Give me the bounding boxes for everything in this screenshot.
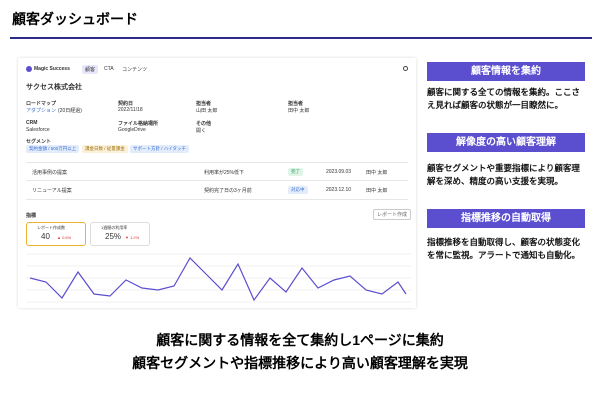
feature-text: 顧客に関する全ての情報を集約。ここさえ見れば顧客の状態が一目瞭然に。	[427, 87, 581, 110]
field-value[interactable]: 開く	[196, 128, 207, 134]
task-name: 活用事例の提案	[32, 170, 68, 176]
task-status: 対応中	[288, 186, 308, 194]
app-name: Magic Success	[34, 66, 70, 72]
feature-text: 顧客セグメントや重要指標により顧客理解を深め、精度の高い支援を実現。	[427, 163, 580, 186]
footer-line: 顧客に関する情報を全て集約し1ページに集約	[156, 332, 444, 348]
field-label: ロードマップ	[26, 101, 57, 107]
field-label: その他	[196, 121, 212, 127]
divider	[10, 37, 592, 39]
field-label: 担当者	[196, 101, 212, 107]
feature-title: 指標推移の自動取得	[427, 209, 585, 228]
metrics-title: 指標	[26, 213, 37, 219]
task-status: 完了	[288, 168, 303, 176]
nav-item[interactable]: 顧客	[82, 65, 99, 74]
field-value[interactable]: Salesforce	[26, 127, 50, 133]
trend-chart	[26, 253, 411, 303]
field-label: 契約日	[118, 101, 134, 107]
feature-text: 指標推移を自動取得し、顧客の状態変化を常に監視。アラートで通知も自動化。	[427, 237, 581, 260]
footer-line: 顧客セグメントや指標推移により高い顧客理解を実現	[132, 355, 468, 371]
task-owner: 田中 太郎	[366, 188, 388, 194]
segment-tag: サポート方針 / ハイタッチ	[130, 145, 189, 153]
metric-value: 40	[41, 232, 50, 241]
nav-item[interactable]: コンテンツ	[122, 67, 148, 73]
task-owner: 田中 太郎	[366, 170, 388, 176]
metric-change: ▼ 1.2%	[125, 235, 140, 240]
task-date: 2023.12.10	[326, 187, 352, 193]
logo	[26, 66, 32, 72]
task-row[interactable]: 活用事例の提案 利用率が25%低下 完了 2023.09.03 田中 太郎	[26, 162, 408, 181]
nav-item[interactable]: CTA	[104, 66, 114, 72]
field-label: 担当者	[288, 101, 304, 107]
dashboard-screenshot: Magic Success 顧客 CTA コンテンツ サクセス株式会社 ロードマ…	[18, 58, 416, 308]
metric-card[interactable]: 1週間の利用率 25% ▼ 1.2%	[90, 222, 150, 246]
metric-value: 25%	[105, 232, 122, 241]
metric-change: ▲ 0.6%	[57, 235, 72, 240]
field-label: ファイル格納場所	[118, 121, 159, 127]
field-value: 山田 太郎	[196, 108, 218, 114]
settings-icon[interactable]	[403, 66, 408, 71]
field-note: (20日経過)	[58, 108, 82, 114]
field-label: CRM	[26, 120, 38, 126]
metric-label: レポート作成数	[37, 225, 65, 230]
metric-label: 1週間の利用率	[101, 225, 128, 230]
task-trigger: 利用率が25%低下	[204, 170, 245, 176]
task-name: リニューアル提案	[32, 188, 72, 194]
feature-title: 顧客情報を集約	[427, 62, 585, 81]
company: サクセス株式会社	[26, 84, 82, 91]
task-date: 2023.09.03	[326, 169, 352, 175]
task-row[interactable]: リニューアル提案 契約完了日の3ヶ月前 対応中 2023.12.10 田中 太郎	[26, 180, 408, 200]
segment-tag: 課金日数 / 従量課金	[82, 145, 128, 153]
field-value[interactable]: GoogleDrive	[118, 127, 146, 133]
segment-tag: 契約金額 / 500万円以上	[26, 145, 80, 153]
field-value[interactable]: アダプション	[26, 108, 57, 114]
feature-title: 解像度の高い顧客理解	[427, 133, 585, 152]
field-value: 田中 太郎	[288, 108, 310, 114]
task-trigger: 契約完了日の3ヶ月前	[204, 188, 252, 194]
report-button[interactable]: レポート作成	[373, 209, 412, 220]
metric-card[interactable]: レポート作成数 40 ▲ 0.6%	[26, 222, 86, 246]
field-value: 2022/11/18	[118, 107, 143, 113]
segment-label: セグメント	[26, 139, 52, 145]
title: 顧客ダッシュボード	[12, 11, 138, 27]
